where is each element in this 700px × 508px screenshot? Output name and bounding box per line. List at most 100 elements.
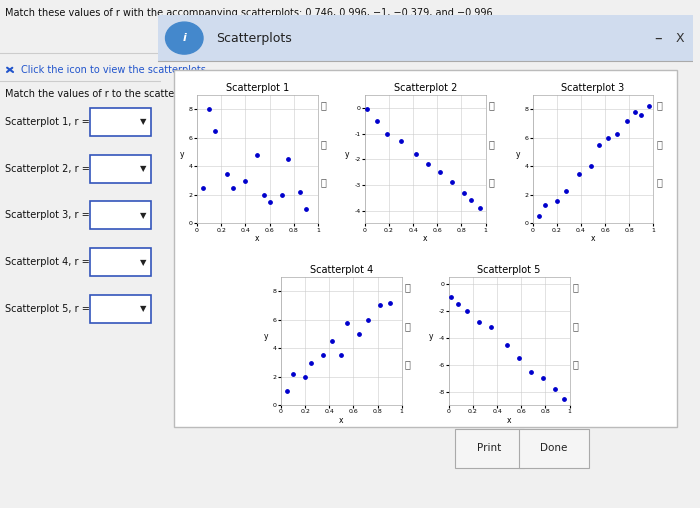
Text: 🔍: 🔍 [573, 321, 578, 331]
Point [252, 151, 263, 159]
Point [636, 111, 647, 119]
Point [622, 117, 633, 125]
FancyBboxPatch shape [90, 108, 151, 136]
Point [461, 307, 472, 315]
Point [288, 370, 299, 378]
Point [453, 300, 464, 308]
Y-axis label: y: y [429, 332, 433, 341]
Point [539, 201, 550, 209]
Point [209, 126, 220, 135]
FancyBboxPatch shape [90, 154, 151, 182]
Text: ▼: ▼ [140, 117, 146, 126]
Point [558, 395, 569, 403]
Text: Done: Done [540, 443, 568, 453]
Point [306, 359, 317, 367]
Point [485, 323, 496, 331]
Text: Print: Print [477, 443, 502, 453]
Point [513, 354, 524, 362]
Point [561, 186, 572, 195]
Point [473, 318, 484, 326]
Point [228, 184, 239, 192]
Text: 🔍: 🔍 [321, 177, 327, 187]
Title: Scatterplot 4: Scatterplot 4 [309, 265, 373, 275]
Text: Click the icon to view the scatterplots.: Click the icon to view the scatterplots. [21, 65, 209, 75]
Point [395, 137, 407, 145]
Point [434, 168, 445, 176]
Point [630, 108, 641, 116]
Point [264, 198, 275, 206]
X-axis label: x: x [423, 234, 428, 243]
Text: Match the values of r to the scatterplots.: Match the values of r to the scatterplot… [5, 89, 205, 99]
Title: Scatterplot 1: Scatterplot 1 [226, 83, 289, 93]
Text: 🔍: 🔍 [573, 359, 578, 369]
Point [446, 178, 457, 186]
Point [422, 161, 433, 169]
Point [326, 337, 337, 345]
Point [594, 141, 605, 149]
Text: Scatterplot 4, r =: Scatterplot 4, r = [5, 257, 90, 267]
Text: 🔍: 🔍 [489, 139, 495, 149]
Text: 🔍: 🔍 [657, 139, 662, 149]
Point [551, 197, 562, 205]
Text: 🔍: 🔍 [657, 177, 662, 187]
Text: 🔍: 🔍 [321, 101, 327, 110]
Point [363, 315, 374, 324]
Point [204, 105, 215, 113]
Text: 🔍: 🔍 [657, 101, 662, 110]
FancyBboxPatch shape [174, 70, 677, 427]
Text: Scatterplot 3, r =: Scatterplot 3, r = [5, 210, 90, 220]
Text: 🔍: 🔍 [489, 101, 495, 110]
Point [240, 177, 251, 185]
Point [354, 330, 365, 338]
Text: –: – [654, 30, 662, 46]
Text: 🔍: 🔍 [405, 321, 411, 331]
FancyBboxPatch shape [90, 201, 151, 229]
X-axis label: x: x [339, 416, 344, 425]
Point [384, 299, 395, 307]
Point [371, 117, 382, 125]
Point [300, 205, 312, 213]
Text: i: i [182, 33, 186, 43]
Text: ▼: ▼ [140, 211, 146, 220]
Point [573, 170, 584, 178]
X-axis label: x: x [591, 234, 595, 243]
Point [276, 191, 287, 199]
Text: Scatterplot 5, r =: Scatterplot 5, r = [5, 304, 90, 314]
Point [336, 352, 347, 360]
FancyBboxPatch shape [519, 429, 589, 468]
Point [300, 373, 311, 381]
Text: Scatterplot 2, r =: Scatterplot 2, r = [5, 164, 90, 174]
Point [294, 188, 305, 196]
Point [501, 340, 512, 348]
Text: ▼: ▼ [140, 258, 146, 267]
Text: 🔍: 🔍 [405, 359, 411, 369]
FancyBboxPatch shape [158, 15, 693, 61]
Y-axis label: y: y [345, 150, 350, 159]
Text: 🔍: 🔍 [573, 282, 578, 292]
Point [533, 212, 545, 220]
Point [374, 301, 386, 309]
Text: Scatterplot 1, r =: Scatterplot 1, r = [5, 117, 90, 127]
Circle shape [165, 22, 203, 54]
Point [222, 170, 233, 178]
Point [342, 319, 353, 327]
FancyBboxPatch shape [455, 429, 524, 468]
Point [474, 204, 485, 212]
FancyBboxPatch shape [90, 295, 151, 323]
Text: Match these values of r with the accompanying scatterplots: 0.746, 0.996, −1, −0: Match these values of r with the accompa… [5, 8, 496, 18]
Point [410, 150, 421, 158]
Point [282, 155, 293, 163]
Point [550, 385, 561, 393]
Title: Scatterplot 5: Scatterplot 5 [477, 265, 541, 275]
Point [525, 367, 536, 375]
Point [585, 163, 596, 171]
Point [281, 387, 293, 395]
Point [318, 352, 329, 360]
Text: 🔍: 🔍 [405, 282, 411, 292]
Point [197, 184, 209, 192]
Text: Scatterplots: Scatterplots [216, 31, 292, 45]
X-axis label: x: x [507, 416, 512, 425]
Point [362, 105, 373, 113]
Point [466, 196, 477, 204]
Point [602, 134, 613, 142]
